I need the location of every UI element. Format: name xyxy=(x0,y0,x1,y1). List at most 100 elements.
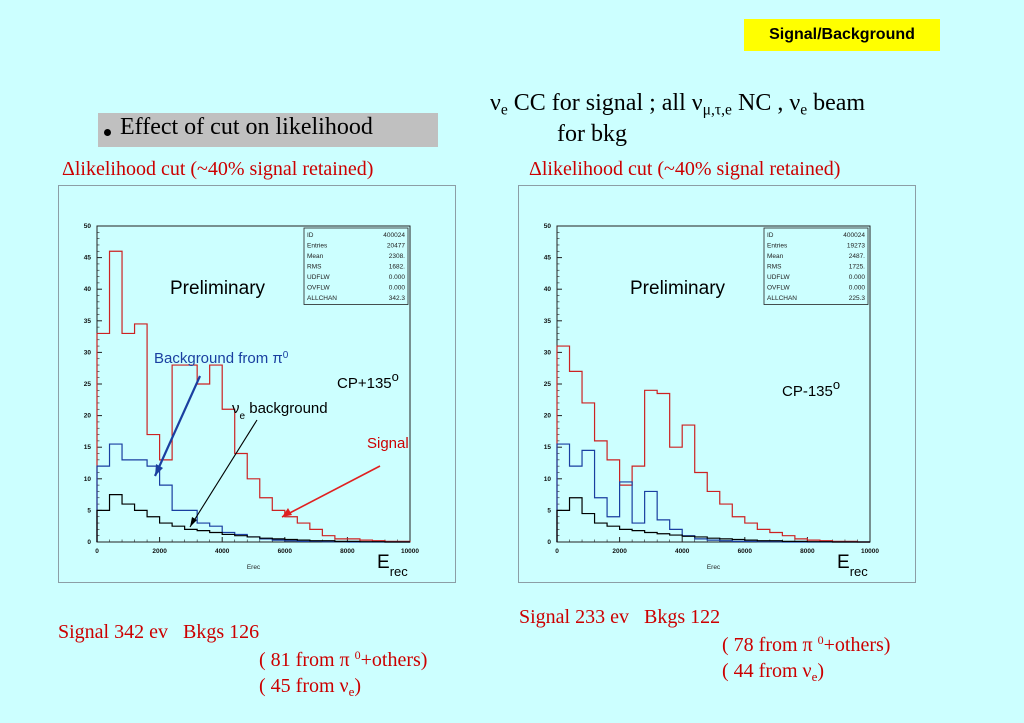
x-tick-label: 10000 xyxy=(401,548,419,555)
right-summary-line2: ( 78 from π 0+others) xyxy=(722,633,890,657)
cp-angle-label: CP+135o xyxy=(337,369,399,393)
stats-label: ALLCHAN xyxy=(767,295,797,302)
description-mid2: NC , ν xyxy=(731,90,801,116)
right-cut-title: Δlikelihood cut (~40% signal retained) xyxy=(529,158,841,180)
stats-value: 342.3 xyxy=(389,295,406,302)
y-tick-label: 10 xyxy=(544,476,552,483)
pi0-arrow xyxy=(153,375,202,477)
right-pi0-count: ( 78 from π xyxy=(722,634,818,657)
y-tick-label: 25 xyxy=(84,381,92,388)
stats-value: 225.3 xyxy=(849,295,866,302)
stats-label: ID xyxy=(307,232,314,239)
x-axis-label: Erec xyxy=(377,552,408,579)
x-tick-label: 6000 xyxy=(278,548,293,555)
y-tick-label: 0 xyxy=(547,539,551,546)
stats-value: 400024 xyxy=(843,232,865,239)
left-nue-sub: e xyxy=(348,683,355,699)
stats-value: 20477 xyxy=(387,243,405,250)
stats-label: UDFLW xyxy=(767,274,790,281)
histogram-signal-series xyxy=(556,345,870,543)
description-mid: CC for signal ; all ν xyxy=(507,90,703,116)
x-tick-label: 6000 xyxy=(738,548,753,555)
x-axis-small-label: Erec xyxy=(707,564,721,571)
x-tick-label: 8000 xyxy=(340,548,355,555)
stats-label: Entries xyxy=(307,243,328,250)
y-tick-label: 30 xyxy=(84,349,92,356)
nue-background-annotation: νe background xyxy=(232,400,328,422)
left-pi0-count: ( 81 from π xyxy=(259,649,355,672)
left-plot-panel: 0 5 10 15 20 25 30 35 40 45 50 0 2000 4000 6000 8000 100… xyxy=(58,185,456,583)
left-histogram: 0 5 10 15 20 25 30 35 40 45 50 0 2000 4000 6000 8000 100… xyxy=(84,223,420,579)
left-cut-title: Δlikelihood cut (~40% signal retained) xyxy=(62,158,374,180)
description-line1: νe CC for signal ; all νμ,τ,e NC , νe be… xyxy=(490,89,865,125)
stats-box xyxy=(303,227,409,305)
y-tick-label: 40 xyxy=(84,286,92,293)
left-pi0-sup: 0 xyxy=(354,648,361,662)
stats-value: 1725. xyxy=(849,264,865,271)
pi0-arrowhead-icon xyxy=(155,464,163,476)
left-summary-line3: ( 45 from νe) xyxy=(259,675,361,700)
y-tick-label: 45 xyxy=(84,255,92,262)
y-tick-label: 25 xyxy=(544,381,552,388)
bullet-dot-icon xyxy=(104,129,111,136)
x-tick-label: 4000 xyxy=(675,548,690,555)
nu-sub-2: e xyxy=(800,101,808,119)
histogram-signal-series xyxy=(96,250,411,542)
y-tick-label: 40 xyxy=(544,286,552,293)
stats-value: 2487. xyxy=(849,253,865,260)
stats-box xyxy=(763,227,869,305)
stats-label: OVFLW xyxy=(307,285,330,292)
stats-label: UDFLW xyxy=(307,274,330,281)
x-tick-label: 0 xyxy=(95,548,99,555)
right-plot-panel: 0 5 10 15 20 25 30 35 40 45 50 0 2000 4000 6000 8000 100… xyxy=(518,185,916,583)
bullet-highlight xyxy=(98,113,438,147)
x-tick-label: 2000 xyxy=(152,548,167,555)
x-tick-label: 10000 xyxy=(861,548,879,555)
x-axis-small-label: Erec xyxy=(247,564,261,571)
y-tick-label: 15 xyxy=(84,444,92,451)
stats-value: 1682. xyxy=(389,264,405,271)
signal-annotation: Signal xyxy=(367,435,409,452)
stats-label: RMS xyxy=(767,264,782,271)
left-summary-line1: Signal 342 ev Bkgs 126 xyxy=(58,621,259,644)
stats-value: 0.000 xyxy=(389,274,406,281)
right-summary-line3: ( 44 from νe) xyxy=(722,660,824,685)
y-tick-label: 10 xyxy=(84,476,92,483)
x-tick-label: 4000 xyxy=(215,548,230,555)
bullet-text: Effect of cut on likelihood xyxy=(120,114,373,140)
background-pi0-annotation: Background from π0 xyxy=(154,350,289,368)
right-nue-count: ( 44 from ν xyxy=(722,660,812,682)
left-summary-line2: ( 81 from π 0+others) xyxy=(259,648,427,672)
y-tick-label: 30 xyxy=(544,349,552,356)
left-nue-count: ( 45 from ν xyxy=(259,675,349,697)
x-tick-label: 8000 xyxy=(800,548,815,555)
y-tick-label: 45 xyxy=(544,255,552,262)
stats-label: OVFLW xyxy=(767,285,790,292)
y-tick-label: 35 xyxy=(84,318,92,325)
y-tick-label: 35 xyxy=(544,318,552,325)
stats-label: Mean xyxy=(307,253,324,260)
left-pi0-post: +others) xyxy=(360,649,428,672)
stats-value: 2308. xyxy=(389,253,405,260)
nue-arrowhead-icon xyxy=(190,517,197,527)
histogram-pi0-series xyxy=(96,443,410,543)
stats-value: 0.000 xyxy=(849,274,866,281)
stats-label: ALLCHAN xyxy=(307,295,337,302)
histogram-pi0-series xyxy=(556,443,870,543)
y-tick-label: 20 xyxy=(84,413,92,420)
y-tick-label: 50 xyxy=(544,223,552,230)
y-tick-label: 5 xyxy=(87,507,91,514)
description-line2: for bkg xyxy=(557,121,627,147)
x-tick-label: 2000 xyxy=(612,548,627,555)
preliminary-label: Preliminary xyxy=(170,278,266,299)
stats-label: ID xyxy=(767,232,774,239)
x-tick-label: 0 xyxy=(555,548,559,555)
stats-value: 19273 xyxy=(847,243,865,250)
histogram-nue-series xyxy=(96,494,410,543)
stats-value: 0.000 xyxy=(849,285,866,292)
histogram-nue-series xyxy=(556,497,870,543)
signal-arrowhead-icon xyxy=(282,508,292,517)
description-end: beam xyxy=(807,90,866,116)
y-tick-label: 0 xyxy=(87,539,91,546)
left-bkg-count: Bkgs 126 xyxy=(183,621,260,643)
